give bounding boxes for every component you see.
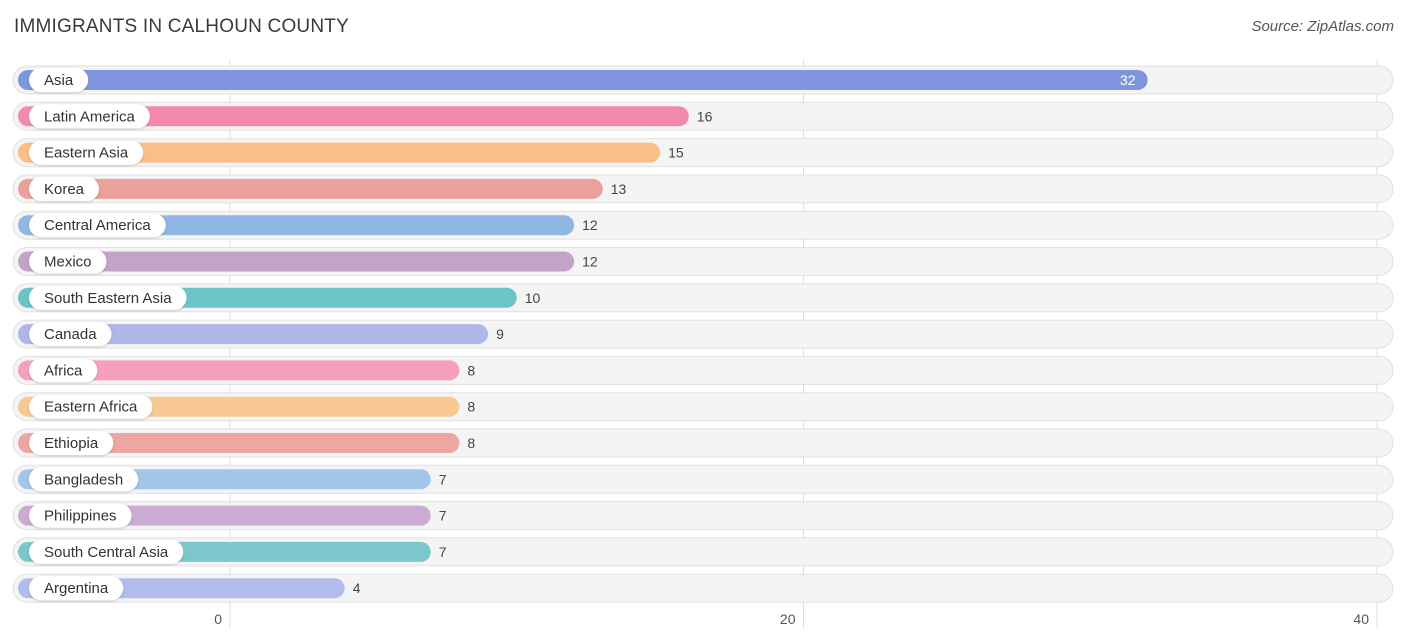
x-tick-label: 0 [214, 611, 222, 627]
value-label: 16 [697, 108, 713, 124]
bar-row: Argentina 4 [12, 573, 1394, 603]
x-tick-label: 40 [1353, 611, 1369, 627]
category-label-text: South Central Asia [44, 544, 169, 561]
value-label: 9 [496, 326, 504, 342]
category-label-pill [29, 431, 114, 455]
value-label: 13 [611, 181, 627, 197]
value-label: 12 [582, 254, 598, 270]
category-label: Argentina [29, 576, 124, 601]
category-label-pill [29, 285, 187, 310]
category-label-pill [29, 176, 100, 201]
bar [18, 324, 489, 345]
bar-row: Korea 13 [12, 174, 1394, 204]
category-label: Korea [29, 176, 100, 201]
category-label: Asia [29, 68, 89, 92]
category-label-pill [29, 249, 107, 274]
bar-row: Eastern Asia 15 [12, 138, 1394, 168]
bar-row: Asia 32 [12, 65, 1394, 95]
category-label: Latin America [29, 104, 150, 129]
category-label: Africa [29, 358, 98, 383]
value-label: 8 [467, 399, 475, 415]
category-label-pill [29, 140, 144, 165]
category-label-text: Philippines [44, 508, 117, 525]
bar-row: South Central Asia 7 [12, 537, 1394, 567]
bar [18, 142, 661, 163]
category-label-text: Eastern Asia [44, 145, 129, 162]
category-label-pill [29, 322, 112, 347]
category-label-text: Eastern Africa [44, 399, 138, 416]
category-label-text: Mexico [44, 254, 92, 271]
value-label: 10 [525, 290, 541, 306]
value-label: 4 [353, 580, 361, 596]
bar-track [12, 573, 1394, 603]
category-label-text: Korea [44, 181, 85, 198]
source-label: Source: ZipAtlas.com [1251, 18, 1394, 35]
category-label-text: Ethiopia [44, 435, 99, 452]
category-label-text: Bangladesh [44, 471, 123, 488]
category-label-text: Argentina [44, 580, 109, 597]
value-label: 7 [439, 544, 447, 560]
bar-row: Africa 8 [12, 355, 1394, 385]
bar [18, 433, 460, 453]
bar-row: Philippines 7 [12, 501, 1394, 531]
category-label: Canada [29, 322, 112, 347]
bar [18, 360, 460, 381]
category-label-pill [29, 104, 150, 129]
category-label-text: Canada [44, 326, 97, 343]
bar [18, 251, 575, 272]
category-label-pill [29, 213, 166, 238]
category-label-pill [29, 358, 98, 383]
category-label-pill [29, 539, 184, 564]
bar-row: Bangladesh 7 [12, 464, 1394, 494]
category-label: Eastern Africa [29, 394, 153, 419]
category-label-pill [29, 68, 89, 92]
bar-row: Latin America 16 [12, 101, 1394, 131]
category-label: Bangladesh [29, 467, 139, 492]
category-label: Philippines [29, 503, 132, 528]
x-tick-label: 20 [780, 611, 796, 627]
bar [18, 70, 1148, 90]
category-label: South Central Asia [29, 539, 184, 564]
bar-row: Eastern Africa 8 [12, 392, 1394, 422]
category-label-pill [29, 503, 132, 528]
bar [18, 106, 689, 127]
category-label: Eastern Asia [29, 140, 144, 165]
category-label-text: South Eastern Asia [44, 290, 172, 307]
category-label-pill [29, 394, 153, 419]
value-label: 12 [582, 217, 598, 233]
bar [18, 178, 603, 199]
category-label-text: Africa [44, 362, 83, 379]
value-label: 8 [467, 435, 475, 451]
category-label: South Eastern Asia [29, 285, 187, 310]
value-label: 8 [467, 362, 475, 378]
bar-row: Central America 12 [12, 210, 1394, 240]
category-label: Mexico [29, 249, 107, 274]
value-label: 7 [439, 471, 447, 487]
category-label: Ethiopia [29, 431, 114, 455]
category-label: Central America [29, 213, 166, 238]
value-label: 7 [439, 508, 447, 524]
value-label: 15 [668, 145, 684, 161]
category-label-text: Central America [44, 217, 151, 234]
category-label-text: Asia [44, 72, 74, 89]
bar-row: South Eastern Asia 10 [12, 283, 1394, 313]
chart-title: IMMIGRANTS IN CALHOUN COUNTY [14, 16, 349, 37]
category-label-text: Latin America [44, 108, 136, 125]
bar-row: Canada 9 [12, 319, 1394, 349]
bar-row: Ethiopia 8 [12, 428, 1394, 458]
value-label: 32 [1120, 72, 1136, 88]
bar-row: Mexico 12 [12, 247, 1394, 276]
category-label-pill [29, 467, 139, 492]
category-label-pill [29, 576, 124, 601]
